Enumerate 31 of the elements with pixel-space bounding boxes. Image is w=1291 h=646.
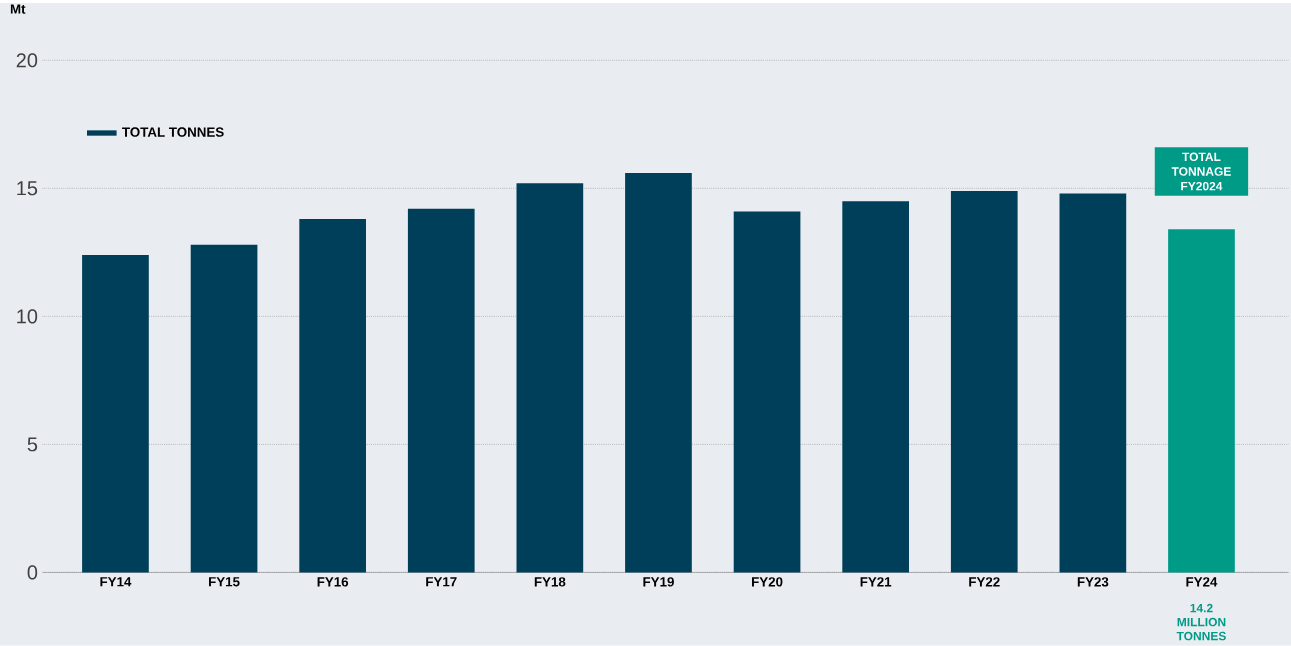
bar: [516, 183, 584, 573]
annotation: TOTAL TONNAGE FY2024: [1171, 152, 1231, 191]
bar: [625, 173, 692, 573]
bar: [82, 255, 149, 573]
x-tick-label: FY16: [317, 577, 349, 587]
bar: [407, 208, 475, 573]
bar: [842, 201, 909, 573]
x-tick-label: FY15: [209, 577, 240, 587]
y-tick-label: 0: [27, 565, 38, 580]
x-tick-label: FY17: [426, 577, 457, 587]
x-tick-label: FY23: [1077, 577, 1109, 587]
x-tick-label: FY14: [100, 577, 132, 587]
x-tick-label: FY21: [860, 577, 892, 587]
y-axis-title: Mt: [10, 4, 26, 14]
bar: [299, 219, 366, 573]
text: 14.2 MILLION TONNES: [1176, 603, 1226, 641]
y-tick-label: 5: [27, 437, 38, 452]
x-tick-label: FY20: [752, 577, 783, 587]
x-tick-label: FY24: [1186, 577, 1218, 587]
y-tick-label: 15: [17, 181, 38, 196]
legend-label: TOTAL TONNES: [122, 127, 224, 137]
bar: [1168, 229, 1235, 573]
x-tick-label: FY18: [534, 577, 566, 587]
bar: [1059, 193, 1127, 573]
x-tick-label: FY22: [969, 577, 1000, 587]
x-tick-label: FY19: [643, 577, 674, 587]
y-tick-label: 20: [16, 53, 38, 68]
bar: [733, 211, 801, 573]
bar: [190, 244, 258, 573]
bar: [950, 191, 1018, 573]
y-tick-label: 10: [17, 309, 38, 324]
